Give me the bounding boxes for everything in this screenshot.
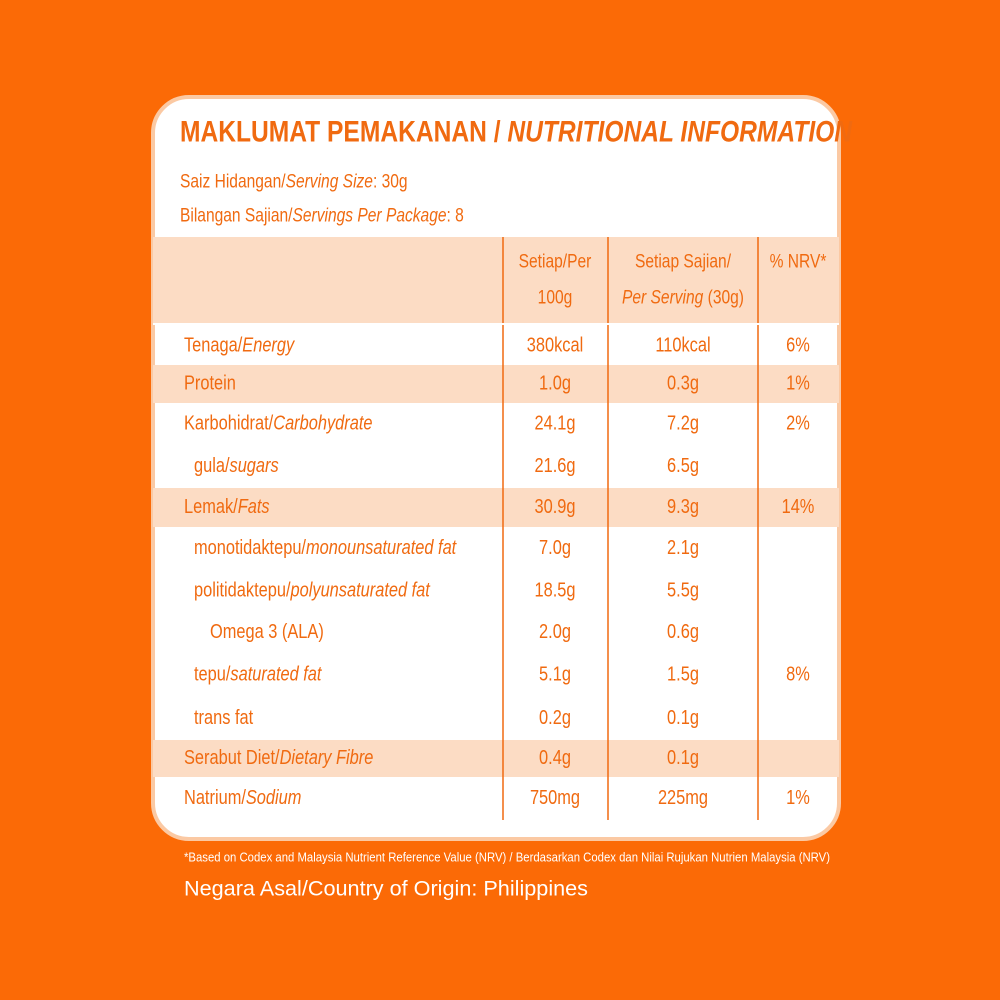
text-segment: Saiz Hidangan/ (180, 170, 286, 192)
text-segment: Natrium/ (184, 785, 247, 808)
text-segment: polyunsaturated fat (290, 578, 431, 601)
cell-value: 0.4g (539, 745, 571, 768)
text-segment: tepu/ (194, 662, 231, 685)
cell-value: 2.1g (667, 535, 699, 558)
text-segment: Serabut Diet/ (184, 745, 280, 768)
footnote: *Based on Codex and Malaysia Nutrient Re… (184, 849, 830, 864)
column-header: Per Serving (30g) (622, 286, 744, 308)
text-segment: Protein (184, 371, 236, 394)
title: MAKLUMAT PEMAKANAN / NUTRITIONAL INFORMA… (180, 115, 853, 149)
cell-value: 0.3g (667, 371, 699, 394)
text-segment: Setiap/Per (519, 250, 592, 272)
text-segment: gula/ (194, 453, 230, 476)
text-segment: % NRV* (770, 250, 827, 272)
column-header: 100g (538, 286, 573, 308)
row-bands (153, 365, 839, 777)
header-band (153, 237, 839, 324)
column-header: % NRV* (770, 250, 827, 272)
cell-value: 9.3g (667, 494, 699, 517)
text-segment: Dietary Fibre (280, 745, 374, 768)
cell-value: 0.2g (539, 705, 571, 728)
cell-value: 225mg (658, 785, 708, 808)
text-segment: monotidaktepu/ (194, 535, 307, 558)
text-segment: sugars (230, 453, 279, 476)
text-segment: Bilangan Sajian/ (180, 204, 293, 226)
text-segment: Energy (242, 333, 296, 356)
cell-value: 6.5g (667, 453, 699, 476)
cell-value: 18.5g (535, 578, 576, 601)
cell-value: 1.0g (539, 371, 571, 394)
servings-per-package: Bilangan Sajian/Servings Per Package: 8 (180, 204, 464, 226)
cell-value: 1% (786, 371, 810, 394)
text-segment: (30g) (703, 286, 744, 308)
cell-value: 750mg (530, 785, 580, 808)
text-segment: Lemak/ (184, 494, 239, 517)
text-segment: Per Serving (622, 286, 704, 308)
content: MAKLUMAT PEMAKANAN / NUTRITIONAL INFORMA… (180, 115, 853, 809)
row-label: monotidaktepu/monounsaturated fat (194, 535, 457, 558)
row-label: trans fat (194, 705, 253, 728)
cell-value: 6% (786, 333, 810, 356)
row-label: Tenaga/Energy (184, 333, 296, 356)
text-segment: Fats (238, 494, 270, 517)
row-label: Serabut Diet/Dietary Fibre (184, 745, 373, 768)
cell-value: 5.1g (539, 662, 571, 685)
cell-value: 5.5g (667, 578, 699, 601)
text-segment: monounsaturated fat (306, 535, 457, 558)
row-label: politidaktepu/polyunsaturated fat (194, 578, 431, 601)
text-segment: Carbohydrate (273, 411, 372, 434)
cell-value: 24.1g (535, 411, 576, 434)
text-segment: Sodium (246, 785, 302, 808)
country-of-origin: Negara Asal/Country of Origin: Philippin… (184, 878, 588, 901)
text-segment: 100g (538, 286, 573, 308)
cell-value: 2.0g (539, 619, 571, 642)
row-label: Karbohidrat/Carbohydrate (184, 411, 372, 434)
cell-value: 1% (786, 785, 810, 808)
text-segment: trans fat (194, 705, 253, 728)
row-label: Protein (184, 371, 236, 394)
cell-value: 110kcal (655, 333, 710, 356)
text-segment: politidaktepu/ (194, 578, 291, 601)
cell-value: 7.0g (539, 535, 571, 558)
text-segment: NUTRITIONAL INFORMATION (507, 115, 853, 149)
row-label: tepu/saturated fat (194, 662, 322, 685)
cell-value: 21.6g (535, 453, 576, 476)
text-segment: MAKLUMAT PEMAKANAN / (180, 115, 507, 149)
row-label: gula/sugars (194, 453, 279, 476)
cell-value: 0.1g (667, 745, 699, 768)
cell-value: 380kcal (527, 333, 583, 356)
cell-value: 0.1g (667, 705, 699, 728)
cell-value: 30.9g (535, 494, 576, 517)
cell-value: 0.6g (667, 619, 699, 642)
text-segment: Servings Per Package (293, 204, 447, 226)
cell-value: 2% (786, 411, 810, 434)
column-header: Setiap/Per (519, 250, 592, 272)
text-segment: Setiap Sajian/ (635, 250, 731, 272)
text-segment: Tenaga/ (184, 333, 243, 356)
cell-value: 8% (786, 662, 810, 685)
row-band (153, 740, 839, 777)
text-segment: saturated fat (230, 662, 322, 685)
column-lines (153, 237, 839, 820)
text-segment: : 8 (447, 204, 464, 226)
cell-value: 14% (782, 494, 815, 517)
text-segment: Serving Size (286, 170, 374, 192)
text-segment: Omega 3 (ALA) (210, 619, 324, 642)
row-band (153, 365, 839, 403)
row-label: Lemak/Fats (184, 494, 270, 517)
text-segment: Karbohidrat/ (184, 411, 274, 434)
row-label: Omega 3 (ALA) (210, 619, 324, 642)
row-label: Natrium/Sodium (184, 785, 301, 808)
cell-value: 1.5g (667, 662, 699, 685)
row-band (153, 488, 839, 527)
column-header: Setiap Sajian/ (635, 250, 731, 272)
text-segment: : 30g (373, 170, 408, 192)
serving-size: Saiz Hidangan/Serving Size: 30g (180, 170, 408, 192)
cell-value: 7.2g (667, 411, 699, 434)
